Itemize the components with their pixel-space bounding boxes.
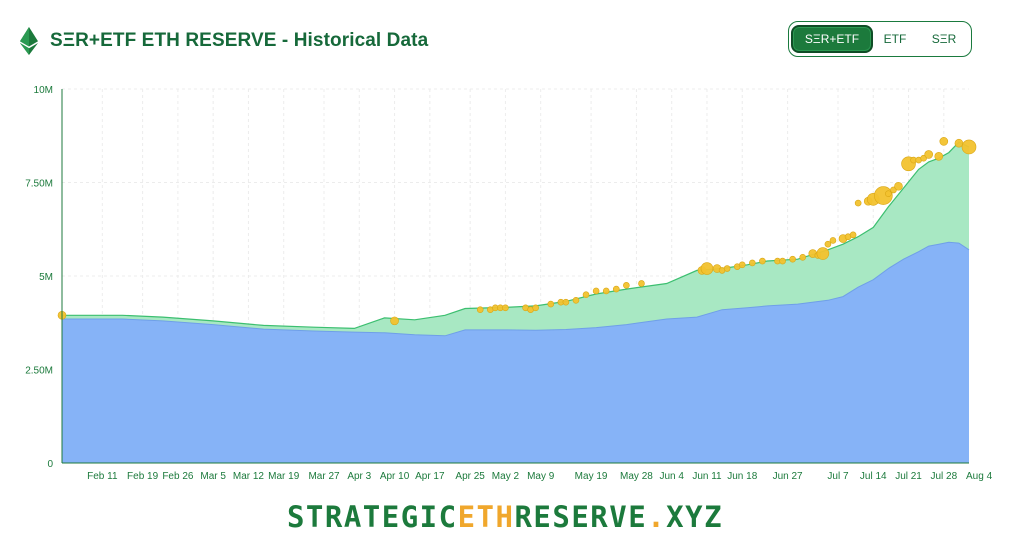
purchase-marker	[829, 237, 837, 244]
y-tick-label: 7.50M	[25, 179, 53, 190]
header: SΞR+ETF ETH RESERVE - Historical Data	[20, 24, 428, 58]
purchase-marker	[502, 304, 509, 312]
purchase-marker	[602, 287, 610, 295]
x-tick-label: Jul 14	[860, 471, 887, 482]
purchase-marker	[638, 280, 645, 287]
x-tick-label: Jun 11	[692, 471, 722, 482]
purchase-marker	[700, 262, 714, 275]
y-tick-label: 0	[47, 459, 53, 470]
toggle-ser-button[interactable]: SΞR	[931, 32, 957, 46]
purchase-marker	[894, 181, 903, 191]
ser-line	[62, 141, 970, 330]
footer-brand: STRATEGICETHRESERVE.XYZ	[0, 500, 1010, 534]
y-tick-label: 10M	[34, 85, 53, 96]
purchase-marker	[961, 139, 977, 155]
purchase-marker	[799, 253, 807, 261]
x-tick-label: Apr 25	[455, 471, 485, 482]
x-tick-label: May 28	[620, 471, 653, 482]
x-tick-label: Mar 19	[268, 471, 300, 482]
footer-part-2: ETH	[457, 500, 515, 534]
view-toggle: SΞR+ETF ETF SΞR	[788, 21, 972, 57]
x-tick-label: Mar 27	[308, 471, 340, 482]
x-tick-label: Jul 28	[930, 471, 957, 482]
purchase-marker	[562, 298, 570, 306]
x-tick-label: Jun 27	[773, 471, 803, 482]
purchase-marker	[824, 240, 832, 248]
x-tick-label: May 2	[492, 471, 520, 482]
x-tick-label: Feb 11	[87, 471, 118, 482]
page-title: SΞR+ETF ETH RESERVE - Historical Data	[50, 30, 429, 51]
x-tick-label: Jul 21	[895, 471, 922, 482]
y-tick-label: 2.50M	[25, 366, 53, 377]
chart-markers	[57, 137, 977, 326]
x-tick-label: May 9	[527, 471, 555, 482]
ser-area	[62, 142, 969, 336]
purchase-marker	[532, 304, 539, 312]
x-tick-label: Feb 19	[127, 471, 159, 482]
purchase-marker	[885, 190, 892, 198]
purchase-marker	[623, 282, 630, 289]
purchase-marker	[390, 316, 399, 326]
etf-area	[62, 242, 969, 463]
chart-areas	[62, 141, 970, 463]
purchase-marker	[849, 231, 857, 239]
purchase-marker	[612, 285, 620, 293]
x-tick-label: Apr 17	[415, 471, 445, 482]
purchase-marker	[547, 300, 555, 308]
purchase-marker	[759, 257, 766, 265]
purchase-marker	[954, 138, 964, 148]
purchase-marker	[582, 291, 590, 299]
footer-part-4: .	[647, 500, 667, 534]
purchase-marker	[572, 297, 580, 304]
toggle-ser-etf-button[interactable]: SΞR+ETF	[791, 25, 873, 53]
x-tick-label: May 19	[575, 471, 608, 482]
x-tick-label: Jun 4	[659, 471, 684, 482]
purchase-marker	[816, 247, 830, 260]
purchase-marker	[476, 306, 484, 313]
purchase-marker	[592, 287, 600, 295]
x-tick-label: Jul 7	[827, 471, 849, 482]
purchase-marker	[924, 150, 933, 159]
x-tick-label: Jun 18	[727, 471, 757, 482]
purchase-marker	[738, 261, 746, 269]
purchase-marker	[723, 265, 731, 272]
reserve-area-chart: STRATEGICETHRESERVE.XYZ 0 2.50M 5M 7.50M 10M…	[25, 85, 992, 482]
purchase-marker	[749, 259, 756, 267]
x-tick-label: Aug 4	[966, 471, 993, 482]
y-tick-label: 5M	[39, 272, 53, 283]
purchase-marker	[934, 152, 944, 161]
x-tick-label: Apr 3	[347, 471, 371, 482]
purchase-marker	[779, 257, 786, 265]
footer-part-5: XYZ	[666, 500, 724, 534]
etf-line	[62, 241, 970, 337]
footer-part-1: STRATEGIC	[286, 500, 458, 534]
purchase-marker	[939, 137, 949, 146]
x-tick-label: Mar 12	[233, 471, 265, 482]
x-tick-label: Feb 26	[162, 471, 194, 482]
chart-axes: 0 2.50M 5M 7.50M 10M Feb 11 Feb 19 Feb 26 Mar 5 M…	[25, 85, 992, 482]
x-tick-label: Mar 5	[200, 471, 226, 482]
purchase-marker	[854, 199, 862, 207]
chart-watermark: STRATEGICETHRESERVE.XYZ	[393, 275, 612, 291]
footer-part-3: RESERVE	[514, 500, 648, 534]
toggle-etf-button[interactable]: ETF	[883, 32, 907, 46]
purchase-marker	[789, 255, 796, 263]
x-tick-label: Apr 10	[380, 471, 410, 482]
ethereum-icon	[20, 27, 38, 55]
